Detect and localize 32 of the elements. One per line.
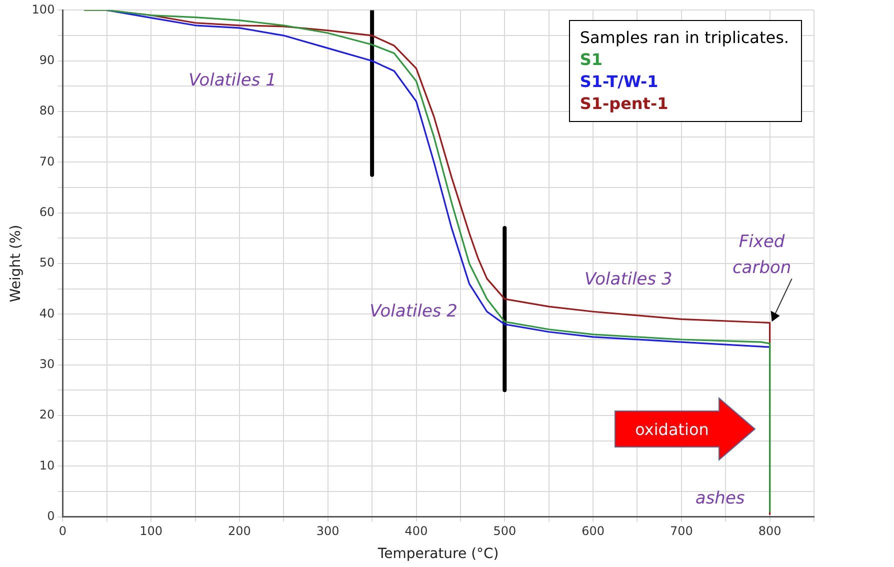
y-tick-label: 70 [39,154,55,168]
x-tick-label: 300 [316,524,340,538]
y-tick-label: 20 [39,408,55,422]
y-tick-label: 10 [39,458,55,472]
legend-title: Samples ran in triplicates. [580,27,789,50]
text: S1-pent-1 [580,93,670,116]
x-tick-label: 0 [58,524,67,538]
x-tick-label: 600 [582,524,604,538]
y-tick-label: 30 [39,356,55,371]
y-tick-label: 50 [39,256,55,270]
y-tick-label: 80 [39,104,55,118]
y-tick-label: 0 [47,508,55,523]
annotation: oxidation [634,420,709,439]
y-tick-label: 100 [32,2,55,16]
y-tick-label: 90 [39,52,55,67]
x-tick-label: 400 [404,524,428,538]
text: S1 [580,49,604,72]
annotation: Fixed carbon [732,232,792,278]
x-tick-label: 800 [758,524,782,538]
annotation: ashes [695,488,745,508]
x-tick-label: 700 [670,524,693,538]
x-tick-label: 200 [228,524,251,538]
annotation: Volatiles 1 [188,70,276,91]
x-tick-label: 100 [140,524,163,538]
x-tick-label: 500 [493,524,516,538]
annotation: Volatiles 3 [584,270,672,290]
y-axis-title: Weight (%) [8,224,24,302]
text: S1-T/W-1 [580,71,660,94]
x-axis-title: Temperature (°C) [376,546,499,562]
annotation: Volatiles 2 [370,302,458,322]
y-tick-label: 40 [39,306,55,320]
y-tick-label: 60 [39,204,55,219]
